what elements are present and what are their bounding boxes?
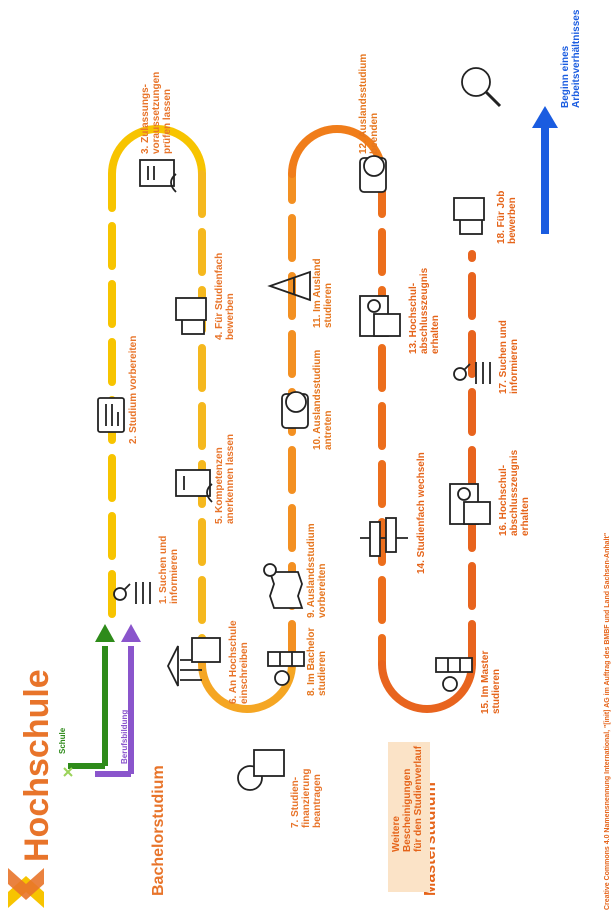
vocational-arrow bbox=[95, 624, 141, 777]
step-16-label: 16. Hochschul- abschlusszeugnis erhalten bbox=[498, 449, 531, 536]
step-8-icon bbox=[267, 651, 305, 686]
step-12-label: 12. Auslandsstudium beenden bbox=[358, 53, 380, 154]
step-2-label: 2. Studium vorbereiten bbox=[128, 335, 139, 444]
credit-line: Creative Commons 4.0 Namensnennung Inter… bbox=[604, 532, 611, 910]
step-9-label: 9. Auslandsstudium vorbereiten bbox=[306, 523, 328, 618]
step-5-label: 5. Kompetenzen anerkennen lassen bbox=[214, 433, 236, 524]
step-7-icon bbox=[237, 749, 285, 791]
step-1-icon bbox=[113, 582, 151, 604]
step-11-label: 11. Im Ausland studieren bbox=[312, 258, 334, 328]
legend-school: Schule bbox=[58, 727, 67, 754]
step-7-label: 7. Studien- finanzierung beantragen bbox=[290, 768, 323, 828]
step-18-icon bbox=[453, 197, 485, 235]
path-bachelor bbox=[108, 125, 476, 713]
page-title: Hochschule bbox=[18, 669, 56, 862]
step-3-icon bbox=[139, 159, 177, 193]
step-13-label: 13. Hochschul- abschlusszeugnis erhalten bbox=[408, 267, 441, 354]
step-15-label: 15. Im Master studieren bbox=[480, 650, 502, 714]
step-6-label: 6. An Hochschule einschreiben bbox=[228, 620, 250, 704]
step-10-label: 10. Auslandsstudium antreten bbox=[312, 349, 334, 450]
step-1-label: 1. Suchen und informieren bbox=[158, 535, 180, 604]
step-4-label: 4. Für Studienfach bewerben bbox=[214, 252, 236, 340]
step-14-label: 14. Studienfach wechseln bbox=[416, 452, 427, 574]
step-12-icon bbox=[359, 155, 387, 193]
step-15-icon bbox=[435, 657, 473, 692]
step-18-label: 18. Für Job bewerben bbox=[496, 190, 518, 244]
step-2-icon bbox=[97, 397, 125, 433]
step-10-icon bbox=[281, 391, 309, 429]
step-11-icon bbox=[267, 270, 311, 302]
section-bachelor: Bachelorstudium bbox=[150, 765, 167, 896]
step-6-icon bbox=[166, 637, 221, 687]
step-3-label: 3. Zulassungs- voraussetzungen prüfen la… bbox=[140, 71, 173, 154]
step-19-label: Beginn eines Arbeitsverhältnisses bbox=[560, 9, 582, 108]
step-17-label: 17. Suchen und informieren bbox=[498, 320, 520, 394]
step-13-icon bbox=[359, 295, 401, 337]
step-9-icon bbox=[263, 563, 304, 609]
legend-vocational: Berufsbildung bbox=[120, 709, 129, 764]
step-16-icon bbox=[449, 483, 491, 525]
step-19-icon bbox=[461, 67, 502, 108]
step-8-label: 8. Im Bachelor studieren bbox=[306, 627, 328, 696]
step-17-icon bbox=[453, 362, 491, 384]
step-5-icon bbox=[175, 469, 213, 503]
logo-icon bbox=[8, 868, 44, 908]
step-4-icon bbox=[175, 297, 207, 335]
legend-text: Weitere Bescheinigungen für den Studienv… bbox=[391, 745, 424, 852]
step-14-icon bbox=[360, 517, 408, 557]
career-arrow bbox=[532, 106, 558, 234]
school-arrow bbox=[63, 624, 115, 777]
